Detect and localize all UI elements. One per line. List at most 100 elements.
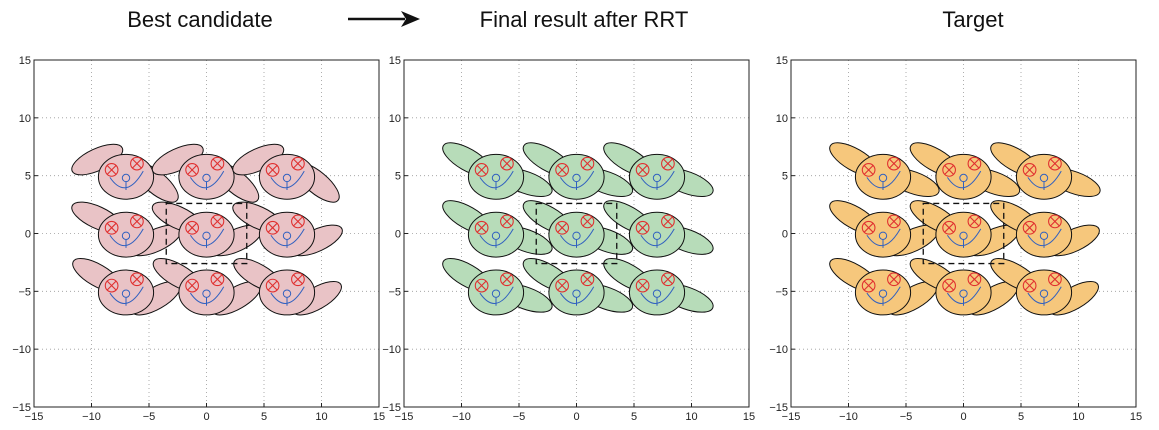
bunny [909, 200, 1020, 258]
eye-icon [861, 163, 876, 177]
y-tick-label: 5 [395, 171, 401, 183]
eye-icon [500, 156, 514, 171]
x-tick-label: −10 [82, 411, 101, 423]
mouth-curve [189, 170, 225, 189]
panel-3: Target −15 −10 −5 0 5 10 15 −15 −10 −5 0 5 10 15 [769, 7, 1142, 423]
eye-icon [555, 163, 569, 177]
bunny-head [628, 269, 686, 316]
mouth-curve [189, 228, 225, 246]
eye-icon [1048, 214, 1062, 229]
eye-icon [661, 214, 675, 229]
arrow-icon [348, 11, 420, 27]
y-tick-label: 15 [19, 55, 31, 67]
bunny [72, 258, 181, 316]
bunny-head [97, 211, 155, 258]
x-tick-label: 15 [1130, 411, 1142, 423]
x-tick-label: −5 [900, 411, 913, 423]
eye-icon [861, 220, 876, 235]
x-tick-label: 5 [1018, 411, 1024, 423]
mouth-curve [559, 286, 595, 304]
y-tick-label: 5 [25, 171, 31, 183]
eye-icon [967, 156, 982, 171]
mouth-curve [1027, 170, 1062, 189]
x-tick-label: −15 [782, 411, 801, 423]
x-tick-label: 15 [743, 411, 755, 423]
eye-icon [635, 220, 650, 235]
bunny-head [97, 153, 155, 200]
bunny [603, 142, 714, 200]
eye-icon [265, 278, 280, 293]
mouth-curve [109, 170, 144, 189]
mouth-curve [1027, 286, 1062, 304]
x-tick-label: −5 [513, 411, 526, 423]
panel-title: Best candidate [127, 7, 273, 32]
mouth-curve [946, 228, 982, 246]
eye-icon [887, 214, 901, 229]
eye-icon [942, 278, 956, 293]
bunny [232, 201, 343, 258]
mouth-curve [109, 286, 144, 304]
bunny-head [935, 211, 992, 258]
eye-icon [1048, 272, 1062, 287]
eye-icon [580, 214, 595, 229]
eye-icon [104, 220, 119, 235]
eye-icon [887, 156, 901, 171]
panel-1: Best candidate −15 −10 −5 0 5 10 15 −15 −10 −5 0 5 10… [12, 7, 385, 423]
eye-icon [104, 278, 119, 293]
bunny-head [548, 153, 605, 200]
bunny-head [97, 269, 155, 316]
eye-icon [580, 156, 595, 171]
bunny-head [178, 153, 235, 200]
eye-icon [942, 163, 956, 177]
bunny [909, 258, 1019, 316]
x-tick-label: −15 [395, 411, 414, 423]
x-tick-label: 5 [631, 411, 637, 423]
mouth-curve [946, 286, 982, 304]
y-tick-label: −15 [382, 402, 401, 414]
eye-icon [185, 220, 200, 235]
eye-icon [210, 214, 225, 229]
mouth-curve [866, 170, 901, 189]
eye-icon [942, 220, 956, 235]
bunny [603, 258, 714, 316]
panel-title: Target [942, 7, 1003, 32]
y-tick-label: 15 [776, 55, 788, 67]
bunny [522, 258, 634, 316]
eye-icon [291, 272, 305, 287]
mouth-curve [559, 170, 595, 189]
mouth-curve [189, 286, 225, 304]
eye-icon [555, 220, 569, 235]
x-tick-label: 10 [315, 411, 327, 423]
bunny-head [258, 211, 316, 258]
bunny-head [178, 269, 235, 316]
y-tick-label: −10 [382, 344, 401, 356]
eye-icon [580, 272, 595, 287]
y-tick-label: −10 [769, 344, 788, 356]
eye-icon [500, 214, 514, 229]
eye-icon [291, 156, 305, 171]
eye-icon [967, 272, 982, 287]
mouth-curve [479, 286, 514, 304]
bunny [152, 258, 262, 316]
bunny-head [548, 269, 605, 316]
eye-icon [265, 163, 280, 177]
eye-icon [474, 278, 489, 293]
bunny [151, 201, 263, 258]
eye-icon [1022, 278, 1037, 293]
eye-icon [1048, 156, 1062, 171]
unit-cell-box [535, 202, 618, 265]
bunny [71, 201, 182, 258]
bunny-head [854, 269, 912, 316]
bunny-head [628, 211, 686, 258]
bunny [522, 200, 634, 258]
bunny [990, 142, 1101, 200]
eye-icon [185, 278, 200, 293]
eye-icon [1022, 163, 1037, 177]
eye-icon [210, 272, 225, 287]
mouth-curve [946, 170, 982, 189]
x-tick-label: 10 [1072, 411, 1084, 423]
bunny [233, 258, 342, 316]
eye-icon [555, 278, 569, 293]
eye-icon [635, 163, 650, 177]
bunny [522, 142, 634, 200]
